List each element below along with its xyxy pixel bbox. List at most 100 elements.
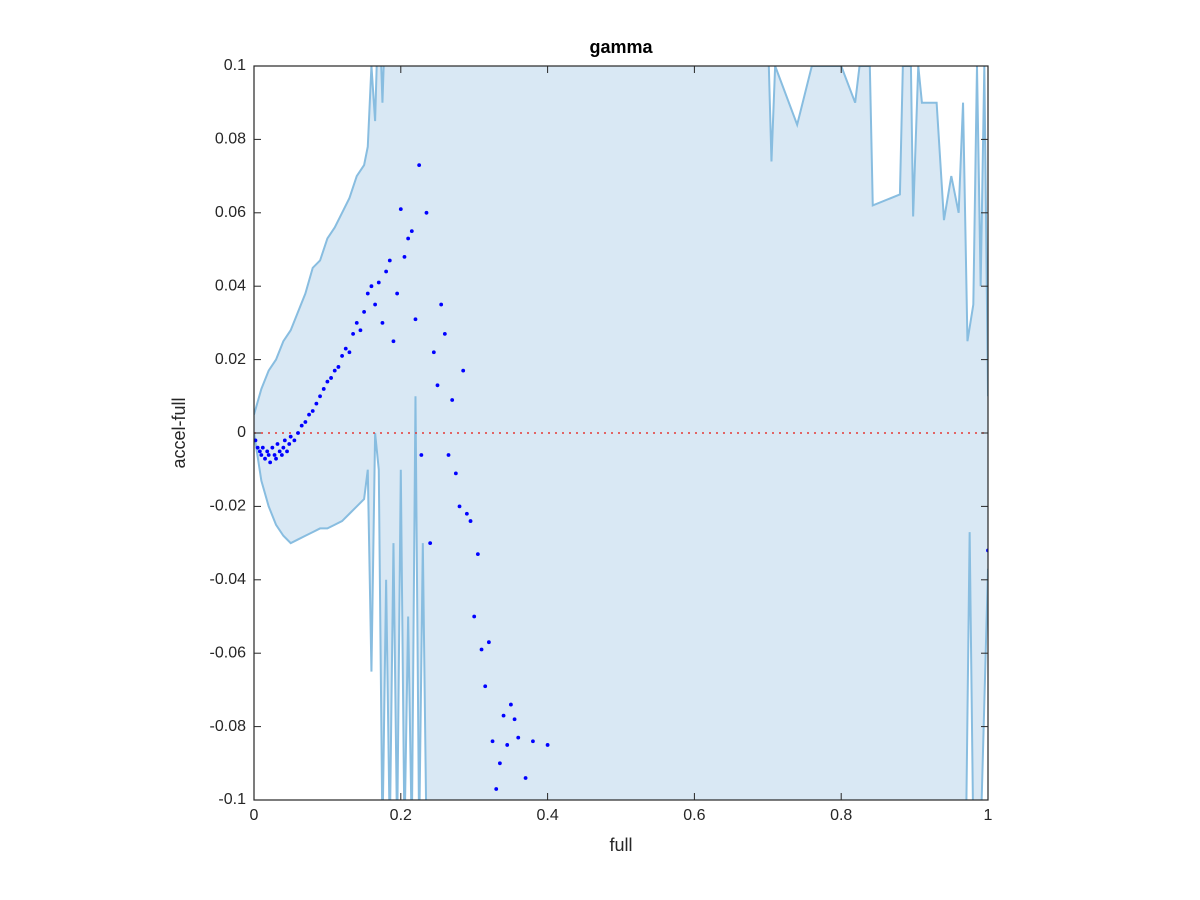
upper-bound-line — [254, 66, 988, 415]
y-tick-label: 0 — [237, 424, 246, 441]
data-point — [384, 269, 389, 274]
data-point — [310, 409, 315, 413]
data-point — [340, 354, 344, 358]
data-point — [351, 332, 355, 336]
data-point — [428, 541, 433, 545]
data-point — [472, 614, 477, 619]
data-point — [314, 401, 319, 406]
x-axis-label: full — [609, 835, 632, 855]
data-point — [270, 445, 275, 450]
data-point — [387, 258, 392, 263]
x-tick-label: 0 — [250, 807, 259, 824]
data-point — [417, 163, 422, 167]
data-point — [292, 438, 297, 443]
data-point — [255, 445, 260, 450]
data-point — [307, 412, 311, 417]
data-point — [523, 776, 528, 780]
data-point — [272, 453, 277, 457]
data-point — [332, 368, 337, 373]
data-point — [479, 647, 484, 652]
y-tick-label: 0.08 — [215, 131, 246, 148]
data-point — [365, 291, 370, 296]
data-point — [406, 236, 411, 241]
band-fill — [254, 66, 988, 800]
x-tick-label: 0.4 — [536, 807, 558, 824]
y-tick-label: 0.02 — [215, 351, 246, 368]
data-point — [497, 761, 502, 766]
data-point — [362, 309, 366, 314]
data-point — [296, 431, 300, 435]
data-point — [453, 471, 458, 476]
data-point — [369, 284, 374, 289]
x-tick-label: 0.8 — [830, 807, 852, 824]
data-point — [325, 379, 330, 384]
data-point — [545, 743, 550, 747]
data-point — [442, 332, 447, 336]
y-tick-label: 0.06 — [215, 204, 246, 221]
data-point — [282, 438, 287, 443]
data-point — [490, 739, 495, 744]
data-point — [299, 423, 304, 428]
data-point — [464, 511, 469, 516]
y-tick-label: 0.04 — [215, 277, 246, 294]
y-tick-label: -0.1 — [218, 791, 246, 808]
data-point — [468, 519, 473, 523]
y-tick-label: -0.02 — [210, 498, 247, 515]
data-point — [373, 302, 378, 307]
data-point — [303, 420, 308, 424]
lower-bound-line — [254, 396, 988, 800]
data-point — [424, 210, 429, 215]
chart-title: gamma — [589, 37, 653, 57]
data-point — [461, 368, 466, 373]
data-point — [336, 365, 341, 369]
data-point — [457, 504, 462, 509]
data-point — [450, 398, 455, 402]
data-point — [260, 445, 265, 450]
data-point — [354, 321, 359, 325]
y-axis-label: accel-full — [169, 397, 189, 468]
data-point — [285, 449, 289, 454]
data-point — [446, 453, 451, 457]
data-point — [281, 445, 286, 450]
y-tick-label: -0.08 — [210, 718, 247, 735]
data-point — [505, 743, 510, 747]
data-point — [501, 713, 506, 718]
data-point — [531, 739, 535, 744]
y-tick-label: -0.04 — [210, 571, 247, 588]
data-point — [409, 229, 414, 234]
data-point — [257, 449, 262, 454]
data-point — [516, 735, 521, 740]
data-point — [259, 453, 264, 457]
y-tick-label: -0.06 — [210, 644, 247, 661]
data-point — [329, 376, 333, 380]
data-point — [274, 456, 278, 461]
y-tick-label: 0.1 — [224, 57, 246, 74]
data-point — [475, 552, 480, 557]
data-point — [413, 317, 418, 322]
data-point — [376, 280, 381, 285]
data-point — [275, 442, 280, 446]
x-tick-label: 0.6 — [683, 807, 705, 824]
axes-layer: 0 0.2 0.4 0.6 0.8 1 -0.1 -0.08 -0.06 -0.04 -0.02 0 0… — [210, 57, 993, 824]
data-point — [486, 640, 491, 645]
data-point — [435, 383, 440, 388]
data-point — [483, 684, 488, 689]
data-point — [431, 350, 436, 355]
data-point — [263, 456, 267, 461]
data-point — [494, 787, 499, 791]
plot-layer — [254, 66, 988, 800]
data-point — [343, 346, 348, 351]
data-point — [402, 254, 407, 259]
data-point — [512, 717, 517, 722]
data-point — [277, 449, 282, 454]
data-point — [266, 453, 271, 457]
data-point — [398, 207, 403, 212]
x-tick-label: 1 — [984, 807, 993, 824]
data-point — [321, 387, 326, 391]
data-point — [358, 328, 363, 333]
data-point — [288, 434, 293, 439]
data-point — [439, 302, 444, 307]
data-point — [395, 291, 400, 296]
data-point — [279, 453, 284, 457]
